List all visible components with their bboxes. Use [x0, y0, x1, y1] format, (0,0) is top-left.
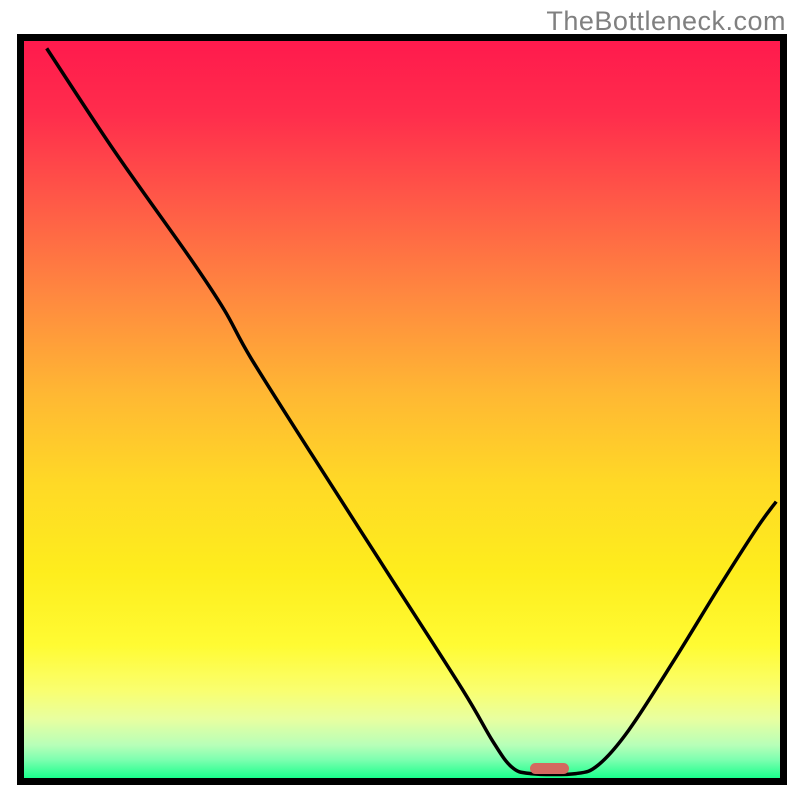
plot-area: [17, 34, 787, 785]
bottleneck-curve: [24, 41, 780, 778]
optimal-marker: [530, 763, 569, 775]
watermark-text: TheBottleneck.com: [546, 6, 786, 37]
